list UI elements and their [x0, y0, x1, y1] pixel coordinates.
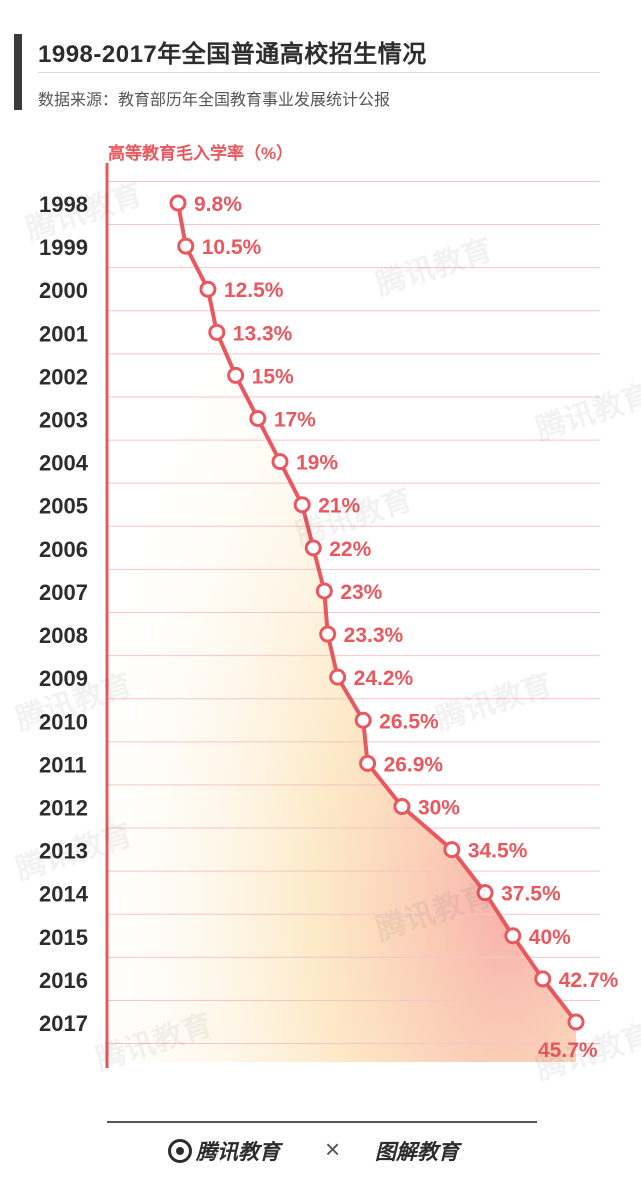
data-point — [504, 927, 522, 945]
data-point — [177, 237, 195, 255]
year-tick-label: 2015 — [39, 925, 88, 950]
data-point — [319, 625, 337, 643]
data-label: 10.5% — [202, 236, 262, 259]
year-tick-label: 2014 — [39, 882, 89, 907]
data-label: 34.5% — [468, 840, 528, 863]
data-label: 22% — [329, 538, 371, 561]
data-label: 12.5% — [224, 279, 284, 302]
data-point — [329, 668, 347, 686]
year-tick-label: 2016 — [39, 968, 88, 993]
data-label: 37.5% — [501, 883, 561, 906]
data-label: 17% — [274, 409, 316, 432]
year-tick-label: 2000 — [39, 278, 88, 303]
data-point — [293, 496, 311, 514]
data-label: 26.5% — [379, 710, 439, 733]
area-fade — [109, 193, 602, 1072]
year-tick-label: 2008 — [39, 623, 88, 648]
year-tick-label: 2010 — [39, 709, 88, 734]
data-point — [227, 366, 245, 384]
title-divider — [38, 72, 600, 73]
data-label: 45.7% — [538, 1039, 598, 1062]
data-point — [169, 194, 187, 212]
year-tick-label: 2009 — [39, 666, 88, 691]
data-label: 26.9% — [384, 753, 444, 776]
data-label: 15% — [252, 365, 294, 388]
year-tick-label: 2005 — [39, 494, 88, 519]
year-tick-label: 2007 — [39, 580, 88, 605]
data-point — [476, 884, 494, 902]
data-label: 19% — [296, 452, 338, 475]
y-axis-label: 高等教育毛入学率（%） — [108, 144, 294, 163]
data-label: 13.3% — [233, 322, 293, 345]
data-label: 9.8% — [194, 193, 242, 216]
data-point — [443, 841, 461, 859]
year-tick-label: 2001 — [39, 321, 88, 346]
data-point — [315, 582, 333, 600]
data-label: 21% — [318, 495, 360, 518]
data-label: 23.3% — [344, 624, 404, 647]
tujie-education-logo: 图解教育 — [375, 1141, 459, 1164]
footer: 腾讯教育 × 图解教育 — [0, 1134, 641, 1176]
data-label: 23% — [340, 581, 382, 604]
data-point — [208, 323, 226, 341]
year-tick-label: 1998 — [39, 192, 88, 217]
data-label: 24.2% — [354, 667, 414, 690]
year-tick-label: 1999 — [39, 235, 88, 260]
page-title: 1998-2017年全国普通高校招生情况 — [38, 41, 427, 68]
year-tick-label: 2002 — [39, 364, 88, 389]
year-tick-label: 2012 — [39, 795, 88, 820]
data-label: 42.7% — [559, 969, 619, 992]
year-tick-label: 2017 — [39, 1011, 88, 1036]
data-point — [249, 410, 267, 428]
year-tick-label: 2003 — [39, 408, 88, 433]
data-label: 40% — [529, 926, 571, 949]
data-label: 30% — [418, 796, 460, 819]
tencent-education-logo: 腾讯教育 — [168, 1136, 280, 1166]
data-point — [304, 539, 322, 557]
year-tick-label: 2006 — [39, 537, 88, 562]
data-point — [359, 754, 377, 772]
line-chart: 1998 1999 2000 2001 2002 2003 2004 2005 2006 2007… — [12, 163, 641, 1087]
year-tick-label: 2004 — [39, 451, 89, 476]
data-point — [393, 797, 411, 815]
tencent-logo-icon — [168, 1139, 192, 1164]
title-accent-bar — [14, 34, 22, 110]
data-point — [271, 453, 289, 471]
data-source: 数据来源：教育部历年全国教育事业发展统计公报 — [38, 92, 391, 109]
footer-divider — [107, 1121, 537, 1123]
data-point — [199, 280, 217, 298]
year-tick-label: 2013 — [39, 839, 88, 864]
data-point — [534, 970, 552, 988]
data-point — [567, 1013, 585, 1031]
cross-mark: × — [325, 1134, 341, 1164]
data-point — [354, 711, 372, 729]
year-tick-label: 2011 — [39, 752, 87, 777]
